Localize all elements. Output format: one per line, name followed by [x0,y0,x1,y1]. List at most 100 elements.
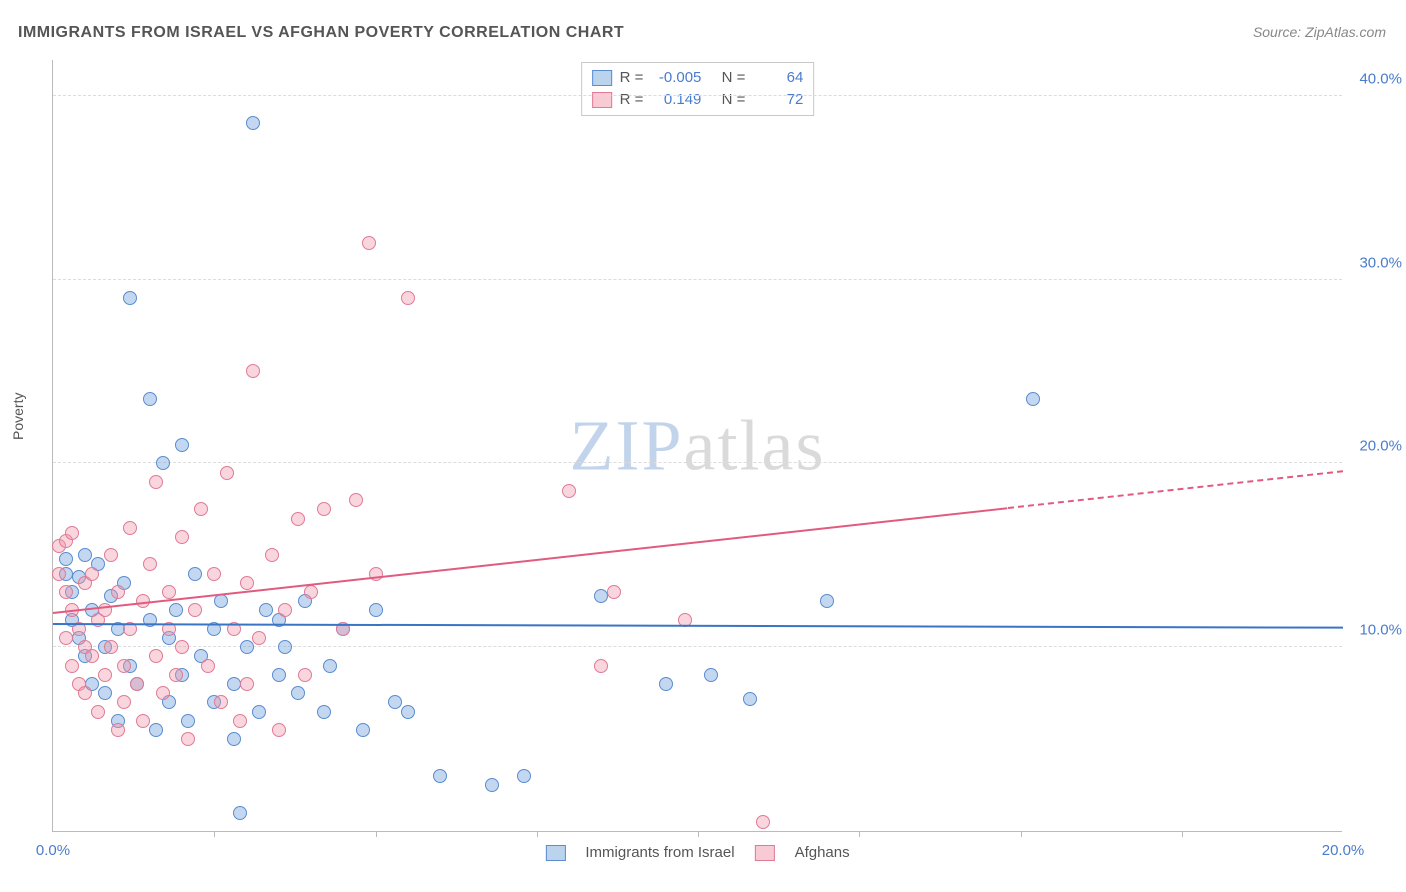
data-point-israel [323,659,337,673]
data-point-afghans [59,585,73,599]
data-point-israel [123,291,137,305]
trendline-afghans [53,507,1008,614]
watermark-zip: ZIP [570,405,684,485]
data-point-afghans [298,668,312,682]
swatch-israel [592,70,612,86]
data-point-afghans [214,695,228,709]
legend-label-afghans: Afghans [795,844,850,861]
data-point-israel [143,392,157,406]
data-point-israel [59,552,73,566]
legend-swatch-israel [545,845,565,861]
data-point-israel [252,705,266,719]
data-point-afghans [362,236,376,250]
gridline [53,95,1342,96]
source-name: ZipAtlas.com [1305,24,1386,40]
r-value-israel: -0.005 [651,67,701,89]
data-point-israel [272,668,286,682]
data-point-israel [169,603,183,617]
series-legend: Immigrants from Israel Afghans [545,844,849,861]
data-point-afghans [349,493,363,507]
data-point-afghans [317,502,331,516]
data-point-israel [704,668,718,682]
x-minor-tick [537,831,538,837]
data-point-israel [278,640,292,654]
data-point-afghans [59,631,73,645]
plot-area: ZIPatlas R = -0.005 N = 64 R = 0.149 N =… [52,60,1342,832]
data-point-afghans [240,576,254,590]
data-point-afghans [130,677,144,691]
data-point-afghans [123,521,137,535]
data-point-afghans [91,705,105,719]
x-minor-tick [376,831,377,837]
data-point-afghans [175,530,189,544]
data-point-afghans [52,567,66,581]
data-point-israel [175,438,189,452]
stats-legend: R = -0.005 N = 64 R = 0.149 N = 72 [581,62,815,116]
data-point-israel [317,705,331,719]
data-point-afghans [175,640,189,654]
legend-label-israel: Immigrants from Israel [585,844,734,861]
data-point-afghans [104,548,118,562]
data-point-afghans [169,668,183,682]
data-point-afghans [194,502,208,516]
data-point-israel [246,116,260,130]
data-point-afghans [607,585,621,599]
data-point-israel [594,589,608,603]
data-point-afghans [240,677,254,691]
data-point-afghans [85,567,99,581]
data-point-israel [188,567,202,581]
data-point-afghans [265,548,279,562]
data-point-israel [227,677,241,691]
data-point-afghans [246,364,260,378]
x-tick-label: 20.0% [1322,842,1365,859]
x-minor-tick [214,831,215,837]
data-point-afghans [65,526,79,540]
data-point-afghans [149,475,163,489]
data-point-afghans [143,557,157,571]
n-value-afghans: 72 [753,89,803,111]
legend-swatch-afghans [755,845,775,861]
data-point-afghans [233,714,247,728]
data-point-afghans [291,512,305,526]
data-point-israel [181,714,195,728]
data-point-israel [259,603,273,617]
data-point-israel [820,594,834,608]
data-point-afghans [181,732,195,746]
gridline [53,279,1342,280]
data-point-israel [659,677,673,691]
data-point-israel [227,732,241,746]
data-point-israel [149,723,163,737]
x-minor-tick [1021,831,1022,837]
watermark: ZIPatlas [570,404,826,487]
data-point-afghans [207,567,221,581]
data-point-israel [98,686,112,700]
data-point-afghans [252,631,266,645]
source-prefix: Source: [1253,24,1305,40]
data-point-israel [433,769,447,783]
n-label: N = [722,89,746,111]
data-point-afghans [65,659,79,673]
y-tick-label: 40.0% [1347,70,1402,87]
data-point-afghans [104,640,118,654]
data-point-israel [78,548,92,562]
data-point-afghans [220,466,234,480]
trendline-dashed-afghans [1007,471,1343,510]
data-point-afghans [149,649,163,663]
data-point-israel [1026,392,1040,406]
x-tick-label: 0.0% [36,842,70,859]
watermark-atlas: atlas [684,405,826,485]
n-value-israel: 64 [753,67,803,89]
x-minor-tick [1182,831,1183,837]
chart-container: IMMIGRANTS FROM ISRAEL VS AFGHAN POVERTY… [0,0,1406,892]
data-point-afghans [117,659,131,673]
data-point-israel [517,769,531,783]
data-point-israel [240,640,254,654]
data-point-afghans [278,603,292,617]
data-point-afghans [188,603,202,617]
r-label: R = [620,67,644,89]
stats-row-israel: R = -0.005 N = 64 [592,67,804,89]
data-point-afghans [85,649,99,663]
data-point-afghans [162,585,176,599]
data-point-israel [485,778,499,792]
data-point-afghans [156,686,170,700]
